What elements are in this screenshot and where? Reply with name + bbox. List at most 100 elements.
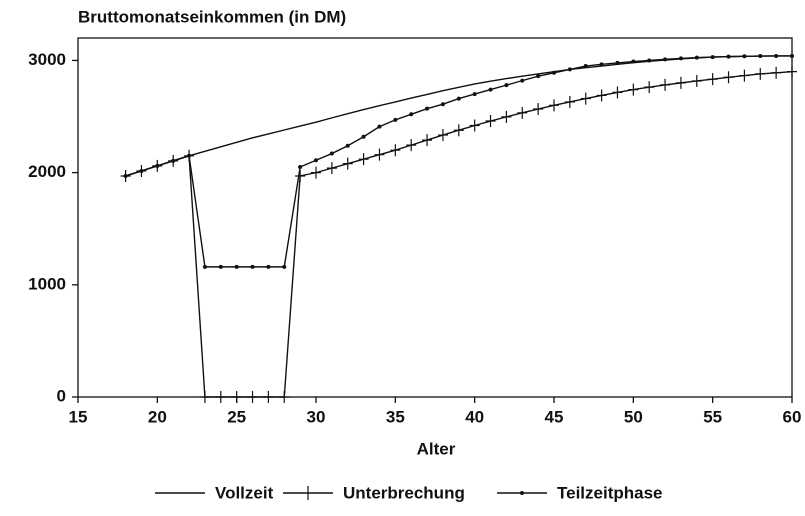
x-tick-label: 30	[307, 407, 326, 426]
legend-label: Vollzeit	[215, 483, 274, 502]
marker-dot	[266, 264, 271, 269]
marker-dot	[583, 64, 588, 69]
x-tick-label: 20	[148, 407, 167, 426]
marker-plus	[533, 103, 544, 116]
marker-plus	[247, 391, 258, 403]
marker-plus	[787, 65, 797, 78]
marker-dot	[139, 168, 144, 173]
marker-dot	[187, 153, 192, 158]
marker-plus	[215, 391, 226, 403]
marker-dot	[202, 264, 207, 269]
x-tick-label: 50	[624, 407, 643, 426]
chart-title: Bruttomonatseinkommen (in DM)	[78, 7, 346, 26]
marker-plus	[453, 124, 464, 137]
x-tick-label: 40	[465, 407, 484, 426]
marker-dot	[440, 102, 445, 107]
marker-plus	[723, 71, 734, 84]
marker-plus	[580, 92, 591, 105]
marker-plus	[675, 76, 686, 89]
marker-dot	[758, 54, 763, 59]
marker-dot	[282, 264, 287, 269]
x-axis-label: Alter	[417, 439, 456, 458]
y-tick-label: 0	[57, 386, 66, 405]
marker-plus	[564, 95, 575, 108]
marker-dot	[710, 55, 715, 60]
marker-plus	[342, 157, 353, 170]
marker-plus	[422, 134, 433, 147]
marker-plus	[437, 129, 448, 142]
marker-dot	[615, 60, 620, 65]
marker-plus	[469, 119, 480, 132]
marker-plus	[485, 115, 496, 128]
marker-dot	[790, 53, 794, 58]
marker-dot	[742, 54, 747, 59]
marker-dot	[155, 163, 160, 168]
marker-plus	[628, 83, 639, 96]
marker-dot	[504, 83, 509, 88]
marker-plus	[612, 86, 623, 99]
x-tick-label: 25	[227, 407, 246, 426]
marker-dot	[647, 58, 652, 63]
marker-plus	[311, 166, 321, 179]
marker-dot	[488, 87, 493, 92]
marker-plus	[707, 73, 718, 86]
marker-dot	[552, 70, 556, 75]
marker-dot	[567, 67, 572, 72]
x-tick-label: 60	[783, 407, 802, 426]
marker-dot	[663, 57, 668, 62]
marker-plus	[660, 78, 671, 91]
y-tick-label: 2000	[28, 162, 66, 181]
marker-plus	[517, 106, 528, 119]
marker-plus	[549, 99, 559, 112]
marker-dot	[409, 112, 414, 117]
legend-marker	[520, 491, 524, 495]
marker-dot	[314, 158, 318, 163]
marker-dot	[218, 264, 223, 269]
x-tick-label: 45	[545, 407, 564, 426]
marker-plus	[358, 153, 369, 166]
marker-dot	[171, 158, 176, 163]
marker-plus	[771, 66, 782, 79]
marker-plus	[406, 139, 417, 152]
legend-label: Unterbrechung	[343, 483, 465, 502]
marker-dot	[361, 134, 366, 139]
marker-plus	[374, 148, 385, 161]
marker-plus	[755, 67, 766, 80]
marker-plus	[199, 391, 210, 403]
y-tick-label: 3000	[28, 50, 66, 69]
marker-dot	[472, 92, 477, 97]
series-line	[125, 55, 792, 177]
plot-frame	[77, 37, 793, 398]
marker-plus	[326, 162, 337, 175]
marker-dot	[599, 62, 604, 67]
marker-plus	[596, 89, 607, 102]
marker-dot	[678, 56, 683, 61]
marker-dot	[520, 78, 525, 83]
marker-dot	[536, 74, 541, 79]
marker-dot	[250, 264, 255, 269]
marker-dot	[377, 124, 382, 129]
marker-plus	[263, 391, 274, 403]
marker-dot	[631, 59, 636, 64]
y-tick-label: 1000	[28, 274, 66, 293]
marker-plus	[739, 69, 750, 82]
marker-plus	[501, 110, 512, 123]
marker-dot	[393, 117, 398, 122]
marker-dot	[456, 96, 461, 101]
series-line	[125, 70, 793, 398]
marker-plus	[644, 81, 655, 94]
marker-plus	[231, 391, 242, 403]
x-tick-label: 15	[69, 407, 88, 426]
marker-plus	[279, 391, 290, 403]
marker-dot	[425, 106, 430, 111]
marker-dot	[345, 143, 350, 148]
x-tick-label: 35	[386, 407, 405, 426]
marker-dot	[726, 54, 731, 59]
marker-plus	[390, 144, 401, 157]
marker-dot	[234, 264, 239, 269]
marker-dot	[123, 173, 128, 178]
marker-dot	[694, 55, 699, 60]
marker-dot	[329, 151, 334, 156]
marker-plus	[691, 74, 702, 87]
